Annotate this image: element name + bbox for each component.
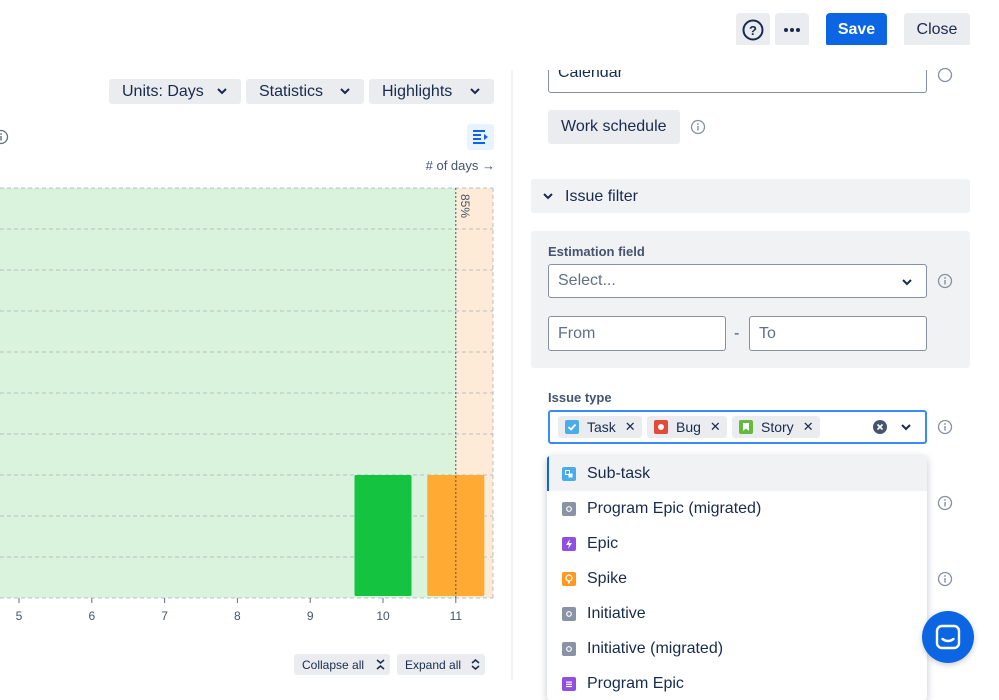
scroll-mask: [500, 45, 999, 70]
estimation-field-select[interactable]: Select...: [548, 264, 927, 298]
x-tick-label: 8: [234, 609, 241, 623]
work-schedule-label: Work schedule: [561, 118, 667, 135]
task-icon: [565, 420, 579, 434]
info-icon[interactable]: [937, 273, 953, 289]
x-tick-label: 6: [88, 609, 95, 623]
x-tick-label: 11: [450, 609, 463, 623]
highlights-dropdown[interactable]: Highlights: [369, 79, 494, 104]
chevron-down-icon: [470, 88, 480, 95]
bug-icon: [654, 420, 668, 434]
option-label: Epic: [587, 534, 619, 552]
remove-icon[interactable]: ✕: [802, 419, 814, 434]
remove-icon[interactable]: ✕: [624, 419, 636, 434]
work-schedule-button[interactable]: Work schedule: [548, 110, 680, 144]
from-input[interactable]: From: [548, 316, 726, 351]
chip-label: Task: [587, 419, 616, 435]
issue-type-multiselect[interactable]: [548, 410, 927, 444]
x-tick-label: 10: [376, 609, 390, 623]
chip-story: Story ✕: [732, 416, 820, 438]
issue-type-icon: [562, 641, 576, 656]
info-icon[interactable]: [937, 419, 953, 435]
issue-type-label: Issue type: [548, 390, 612, 405]
ellipsis-icon: [784, 28, 800, 32]
option-label: Initiative: [587, 604, 646, 622]
issue-type-options-menu: Sub-task Program Epic (migrated) Epic Sp…: [547, 456, 927, 700]
legend-toggle-button[interactable]: [467, 124, 494, 150]
info-icon[interactable]: [937, 67, 953, 83]
info-icon[interactable]: [690, 119, 706, 135]
program-epic-icon: [562, 676, 576, 691]
chip-label: Story: [761, 419, 794, 435]
x-tick-label: 5: [16, 609, 23, 623]
svg-text:?: ?: [749, 23, 757, 38]
expand-all-label: Expand all: [405, 657, 462, 672]
chat-icon: [935, 624, 961, 650]
info-icon[interactable]: [0, 129, 9, 145]
statistics-label: Statistics: [259, 82, 324, 100]
issue-type-icon: [562, 501, 576, 516]
x-axis-label: # of days →: [425, 158, 495, 173]
option-label: Spike: [587, 569, 628, 587]
statistics-dropdown[interactable]: Statistics: [246, 79, 364, 104]
x-tick-label: 9: [307, 609, 314, 623]
chip-label: Bug: [676, 419, 701, 435]
expand-icon: [471, 659, 480, 670]
units-dropdown[interactable]: Units: Days: [109, 79, 241, 104]
to-input[interactable]: To: [749, 316, 927, 351]
list-indent-icon: [472, 130, 488, 144]
remove-icon[interactable]: ✕: [709, 419, 721, 434]
option-epic[interactable]: Epic: [547, 526, 927, 561]
histogram-bar: [354, 475, 412, 596]
more-button[interactable]: [775, 13, 809, 47]
chevron-down-icon: [543, 193, 553, 200]
option-program-epic[interactable]: Program Epic: [547, 666, 927, 700]
collapse-icon: [376, 659, 385, 670]
chevron-down-icon: [902, 279, 912, 286]
save-button[interactable]: Save: [826, 13, 887, 47]
panel-divider: [511, 60, 513, 680]
x-tick-label: 7: [161, 609, 168, 623]
option-initiative[interactable]: Initiative: [547, 596, 927, 631]
chip-bug: Bug ✕: [647, 416, 727, 438]
option-program-epic-migrated[interactable]: Program Epic (migrated): [547, 491, 927, 526]
question-circle-icon: ?: [742, 19, 764, 41]
estimation-field-label: Estimation field: [548, 244, 645, 259]
clear-icon[interactable]: [873, 420, 887, 434]
expand-all-button[interactable]: Expand all: [397, 654, 485, 675]
epic-lightning-icon: [562, 536, 576, 551]
histogram-chart: 5 6 7 8 9 10 11 85%: [0, 187, 494, 623]
chip-task: Task ✕: [558, 416, 642, 438]
issue-filter-section-header[interactable]: Issue filter: [531, 179, 970, 213]
from-placeholder: From: [558, 324, 596, 342]
estimation-placeholder: Select...: [558, 272, 616, 289]
collapse-all-label: Collapse all: [302, 657, 365, 672]
option-label: Program Epic (migrated): [587, 499, 762, 517]
help-button[interactable]: ?: [736, 13, 770, 47]
chevron-down-icon: [217, 88, 227, 95]
issue-type-icon: [562, 606, 576, 621]
option-label: Program Epic: [587, 674, 684, 692]
percentile-label: 85%: [458, 194, 472, 218]
highlights-label: Highlights: [382, 82, 453, 100]
to-placeholder: To: [759, 324, 776, 342]
issue-filter-label: Issue filter: [565, 188, 638, 205]
info-icon[interactable]: [937, 495, 953, 511]
info-icon[interactable]: [937, 571, 953, 587]
option-initiative-migrated[interactable]: Initiative (migrated): [547, 631, 927, 666]
spike-bulb-icon: [562, 571, 576, 586]
range-separator: -: [734, 325, 740, 342]
option-sub-task[interactable]: Sub-task: [547, 456, 927, 491]
units-label: Units: Days: [122, 82, 204, 100]
sub-task-icon: [562, 466, 576, 481]
chevron-down-icon: [340, 88, 350, 95]
histogram-bar: [427, 475, 485, 596]
chat-launcher-button[interactable]: [922, 611, 974, 663]
close-button[interactable]: Close: [904, 13, 970, 47]
option-label: Initiative (migrated): [587, 639, 724, 657]
option-spike[interactable]: Spike: [547, 561, 927, 596]
collapse-all-button[interactable]: Collapse all: [294, 654, 390, 675]
option-label: Sub-task: [587, 464, 651, 482]
chevron-down-icon[interactable]: [901, 423, 911, 431]
story-icon: [739, 420, 753, 434]
